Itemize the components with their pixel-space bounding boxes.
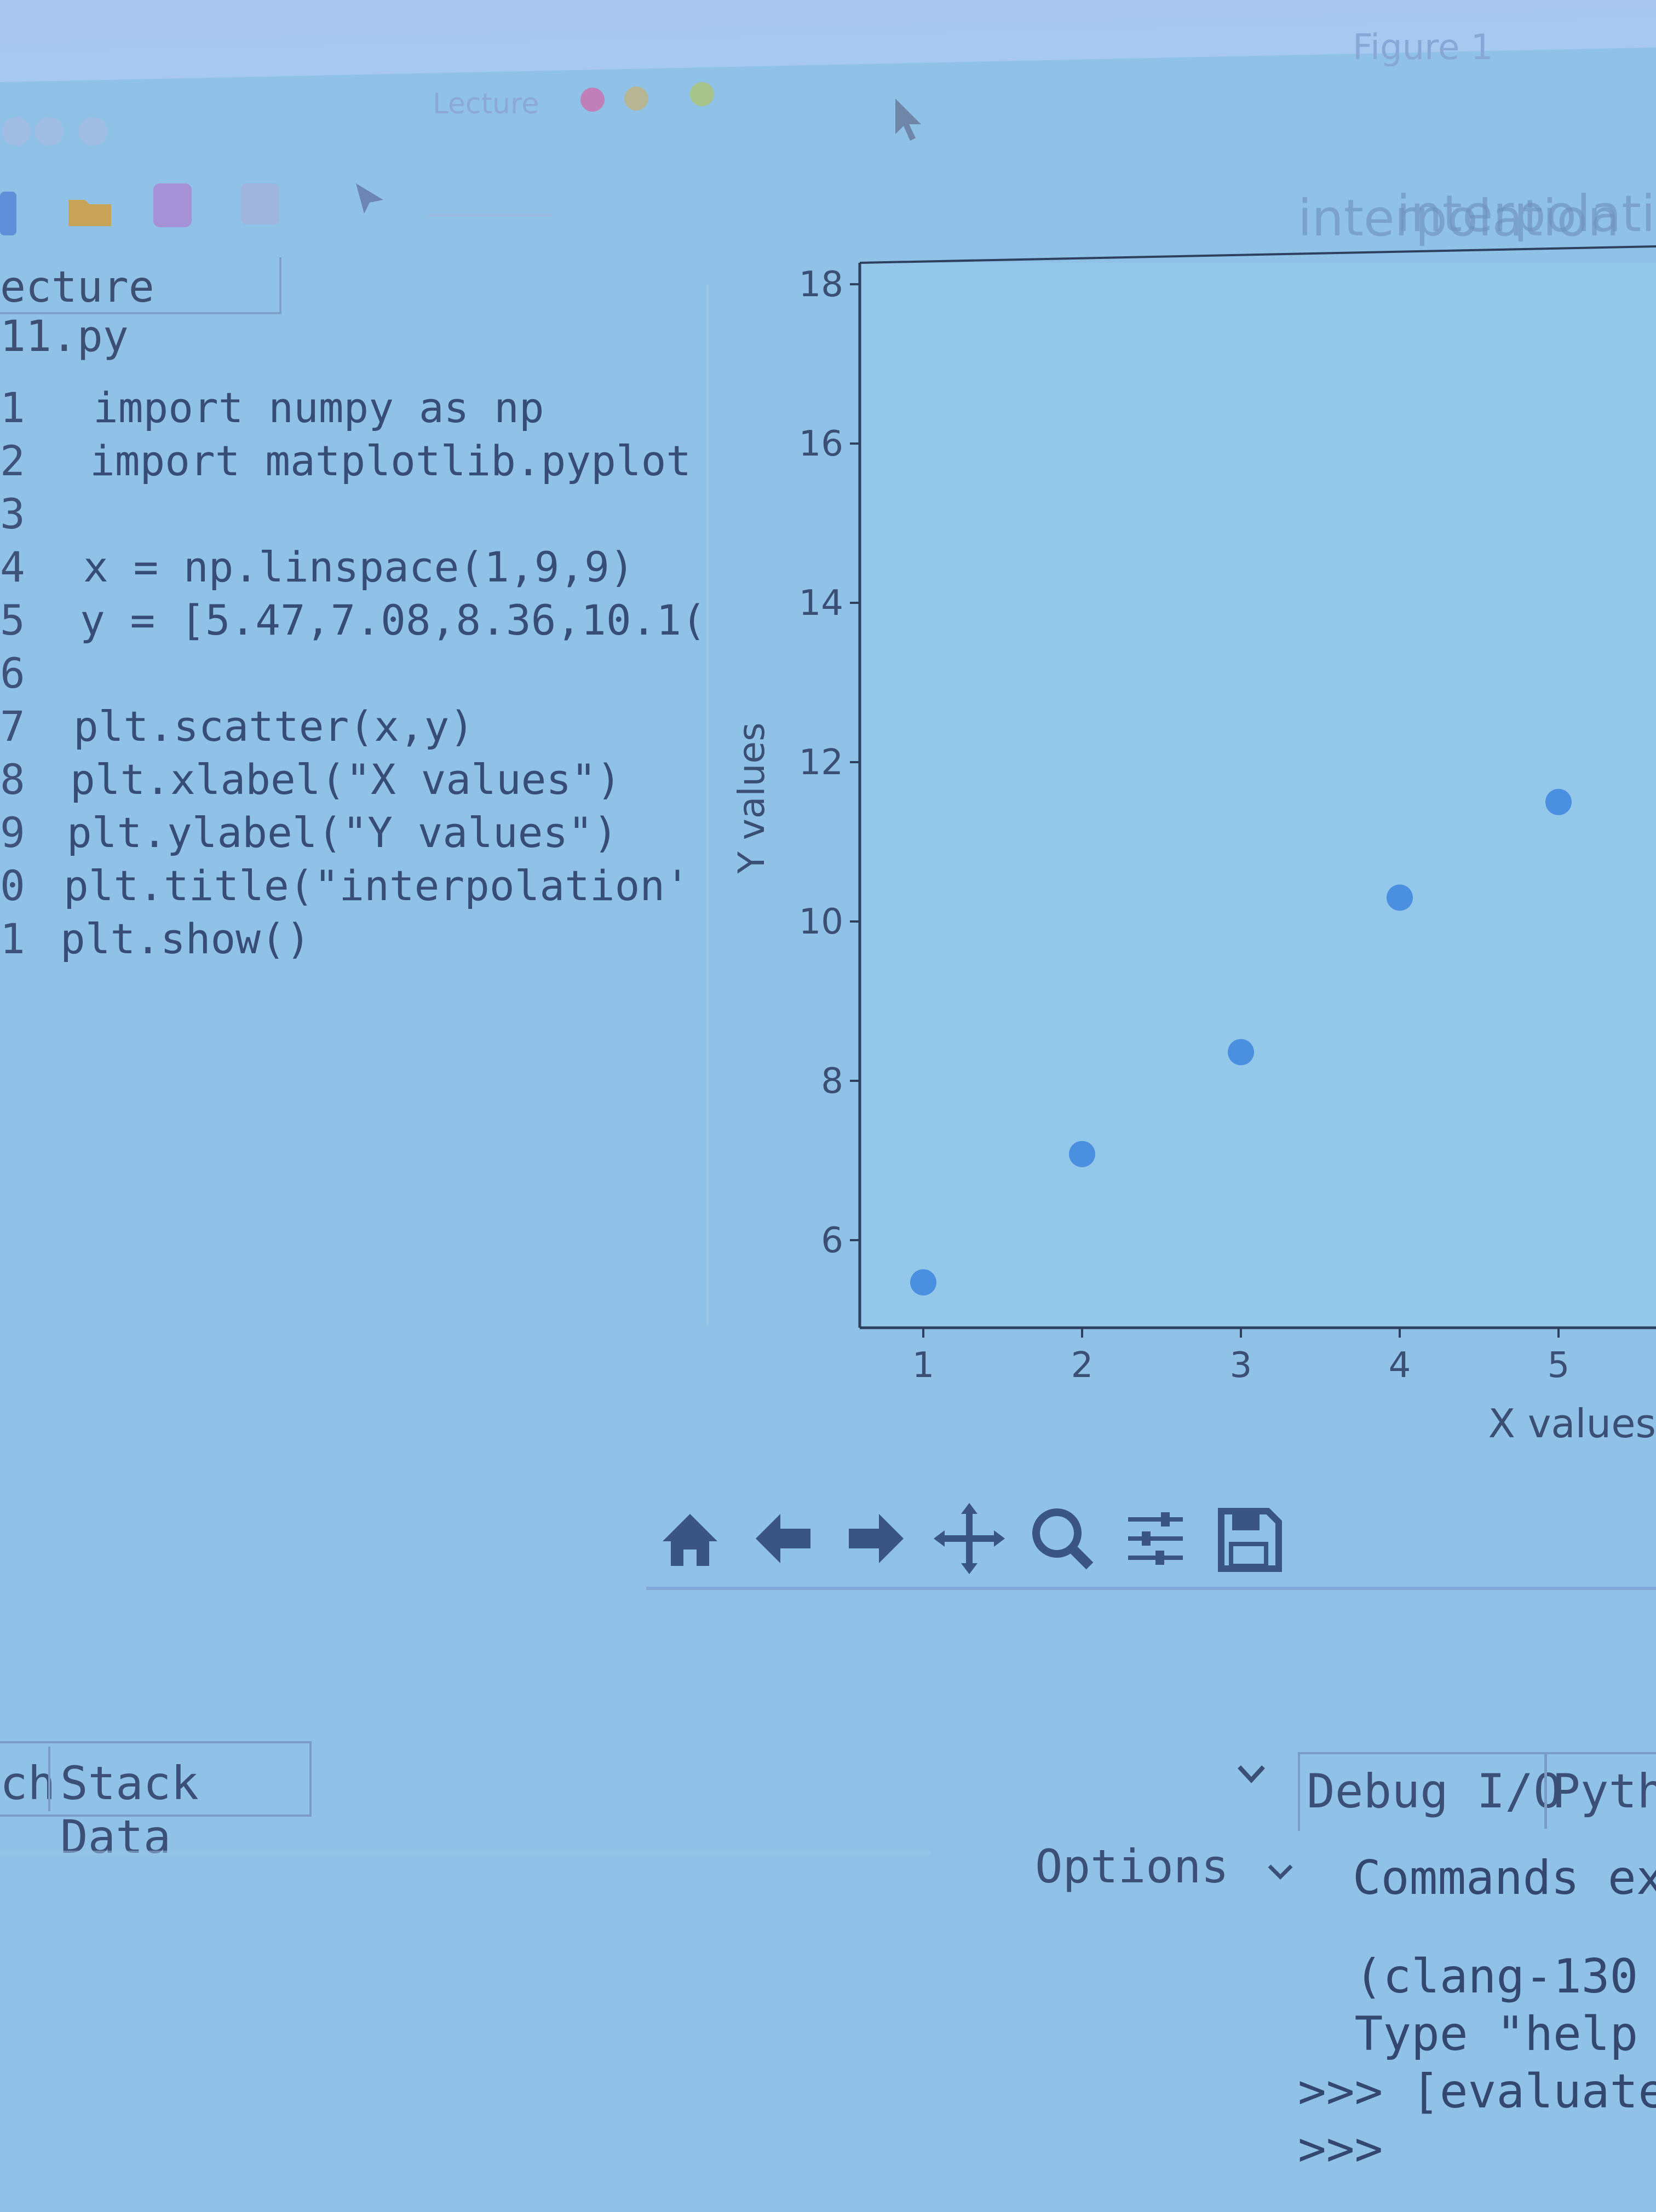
data-point [1387, 884, 1413, 911]
line-number: 3 [0, 489, 25, 538]
back-arrow-icon[interactable] [739, 1489, 827, 1588]
console-line: >>> [1298, 2122, 1383, 2176]
stack-tab-separator [48, 1747, 50, 1811]
python-tab-label[interactable]: Pyth [1552, 1764, 1656, 1819]
toolbar-bottom-border [646, 1587, 1656, 1590]
code-line[interactable]: plt.xlabel("X values") [70, 755, 622, 804]
options-label: Options [1035, 1840, 1229, 1893]
traffic-light-icon [0, 115, 110, 148]
tab-stack-data[interactable]: ch Stack Data [0, 1741, 312, 1864]
options-dropdown[interactable]: Options [1035, 1840, 1294, 1893]
y-tick-label: 18 [799, 264, 843, 305]
code-line[interactable]: plt.ylabel("Y values") [67, 808, 618, 857]
y-axis-label: Y values [731, 723, 773, 874]
python-console[interactable]: Commands exe (clang-130 Type "help>>> [e… [1298, 1851, 1656, 2212]
save-file-icon[interactable] [151, 181, 194, 232]
code-line[interactable]: plt.title("interpolation' [64, 861, 690, 910]
tab-lecture-11-py[interactable]: ecture 11.py [0, 257, 281, 361]
stack-tab-label: Stack Data [60, 1756, 199, 1864]
home-icon[interactable] [646, 1489, 734, 1588]
data-point [910, 1269, 936, 1296]
line-number: 1 [0, 383, 25, 432]
y-tick-label: 10 [799, 902, 843, 942]
x-tick-label: 5 [1548, 1345, 1570, 1386]
data-point [1545, 788, 1572, 815]
code-line[interactable]: y = [5.47,7.08,8.36,10.1( [80, 596, 706, 644]
console-line: >>> [evaluate [1298, 2064, 1656, 2119]
y-tick-label: 14 [799, 583, 843, 624]
open-folder-icon[interactable] [66, 192, 115, 232]
toolbar-left-icon[interactable] [0, 192, 16, 238]
line-number: 1 [0, 914, 25, 963]
toolbar-divider [427, 214, 553, 217]
y-tick-label: 8 [821, 1061, 843, 1102]
data-point [1228, 1039, 1254, 1065]
line-number: 2 [0, 436, 25, 485]
tab-debug-io[interactable]: Debug I/O Pyth [1298, 1752, 1656, 1831]
ghost-axis [685, 285, 709, 1325]
plot-area [860, 263, 1656, 1328]
line-number: 8 [0, 755, 25, 804]
x-tick-label: 1 [912, 1345, 935, 1386]
stack-tab-prefix: ch [0, 1756, 56, 1810]
code-line[interactable]: plt.show() [60, 914, 311, 963]
line-number: 5 [0, 596, 25, 644]
data-point [1069, 1140, 1095, 1167]
pan-icon[interactable] [925, 1489, 1013, 1588]
top-axis-line [859, 245, 1656, 264]
y-tick-label: 6 [821, 1220, 843, 1261]
forward-arrow-icon[interactable] [832, 1489, 920, 1588]
window-zoom-icon[interactable] [690, 82, 714, 106]
debug-tab-label: Debug I/O [1307, 1764, 1562, 1819]
panel-chevron-down-icon[interactable] [1235, 1760, 1268, 1790]
console-line: Commands exe [1353, 1851, 1656, 1905]
code-line[interactable]: x = np.linspace(1,9,9) [83, 543, 635, 591]
line-number: 9 [0, 808, 25, 857]
x-axis-label: X values [1488, 1401, 1656, 1447]
line-number: 6 [0, 649, 25, 698]
window-minimize-icon[interactable] [624, 87, 648, 111]
configure-icon[interactable] [1112, 1489, 1199, 1588]
console-faint-text [0, 1851, 931, 1855]
code-editor[interactable]: 1 import numpy as np 2 import matplotlib.py… [0, 383, 706, 986]
line-number: 0 [0, 861, 25, 910]
zoom-icon[interactable] [1019, 1489, 1106, 1588]
x-tick-label: 4 [1389, 1345, 1411, 1386]
matplotlib-toolbar [646, 1489, 1656, 1593]
code-line[interactable]: import numpy as np [93, 383, 544, 432]
code-line[interactable]: plt.scatter(x,y) [73, 702, 475, 751]
line-number: 4 [0, 543, 25, 591]
x-tick-label: 2 [1071, 1345, 1094, 1386]
console-line: (clang-130 [1298, 1949, 1638, 2004]
window-title: Lecture [433, 88, 539, 120]
console-line: Type "help [1298, 2007, 1638, 2061]
window-close-icon[interactable] [580, 88, 605, 112]
mouse-cursor-icon [893, 96, 925, 147]
code-line[interactable]: import matplotlib.pyplot [90, 436, 692, 485]
save-all-icon[interactable] [235, 178, 285, 229]
save-icon[interactable] [1205, 1489, 1292, 1588]
y-tick-label: 12 [799, 742, 843, 783]
figure-window-title: Figure 1 [1353, 27, 1493, 68]
tab-separator [1544, 1752, 1547, 1829]
y-tick-label: 16 [799, 424, 843, 464]
select-tool-icon[interactable] [345, 172, 394, 218]
line-number: 7 [0, 702, 25, 751]
tab-label: ecture 11.py [0, 263, 154, 361]
chevron-down-icon [1268, 1864, 1293, 1880]
x-tick-label: 3 [1230, 1345, 1252, 1386]
